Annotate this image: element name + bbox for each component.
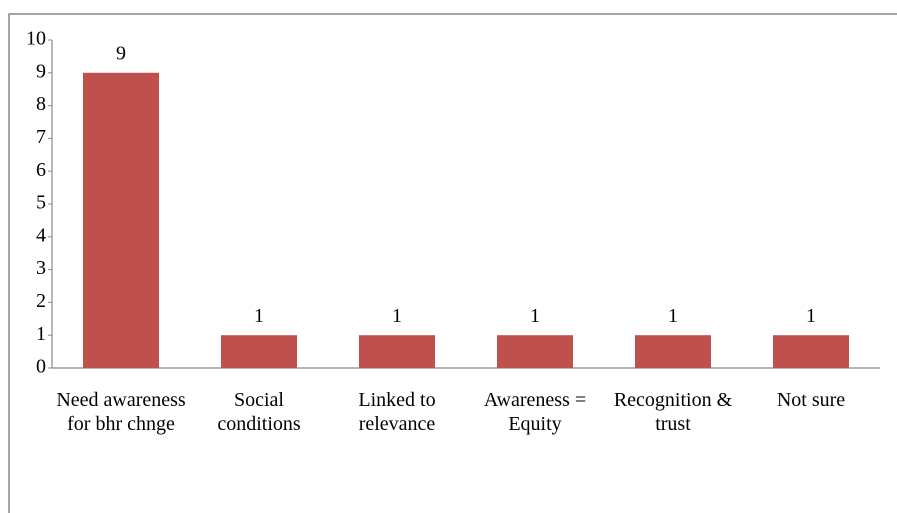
data-label: 9 [116,42,126,64]
data-label: 1 [530,305,540,327]
y-tick-label: 9 [36,60,46,82]
chart-border [8,13,897,513]
data-label: 1 [254,305,264,327]
bar [773,335,849,368]
bar [359,335,435,368]
bar [635,335,711,368]
y-tick-label: 4 [36,224,46,246]
data-label: 1 [392,305,402,327]
y-tick-label: 10 [26,28,46,50]
data-label: 1 [668,305,678,327]
y-tick-label: 1 [36,323,46,345]
y-tick-label: 8 [36,93,46,115]
bar [221,335,297,368]
x-tick-label: Social conditions [217,389,301,435]
bar [497,335,573,368]
x-tick-label: Awareness = Equity [483,389,587,435]
y-tick-label: 0 [36,356,46,378]
x-tick-label: Recognition & trust [613,389,733,435]
x-tick-label: Not sure [776,389,846,411]
y-tick-label: 6 [36,159,46,181]
y-tick-label: 5 [36,192,46,214]
bar [83,72,159,369]
data-label: 1 [806,305,816,327]
y-tick-label: 2 [36,290,46,312]
x-tick-label: Linked to relevance [358,389,436,435]
y-tick-label: 7 [36,126,46,148]
y-tick-label: 3 [36,257,46,279]
x-tick-label: Need awareness for bhr chnge [56,389,186,435]
